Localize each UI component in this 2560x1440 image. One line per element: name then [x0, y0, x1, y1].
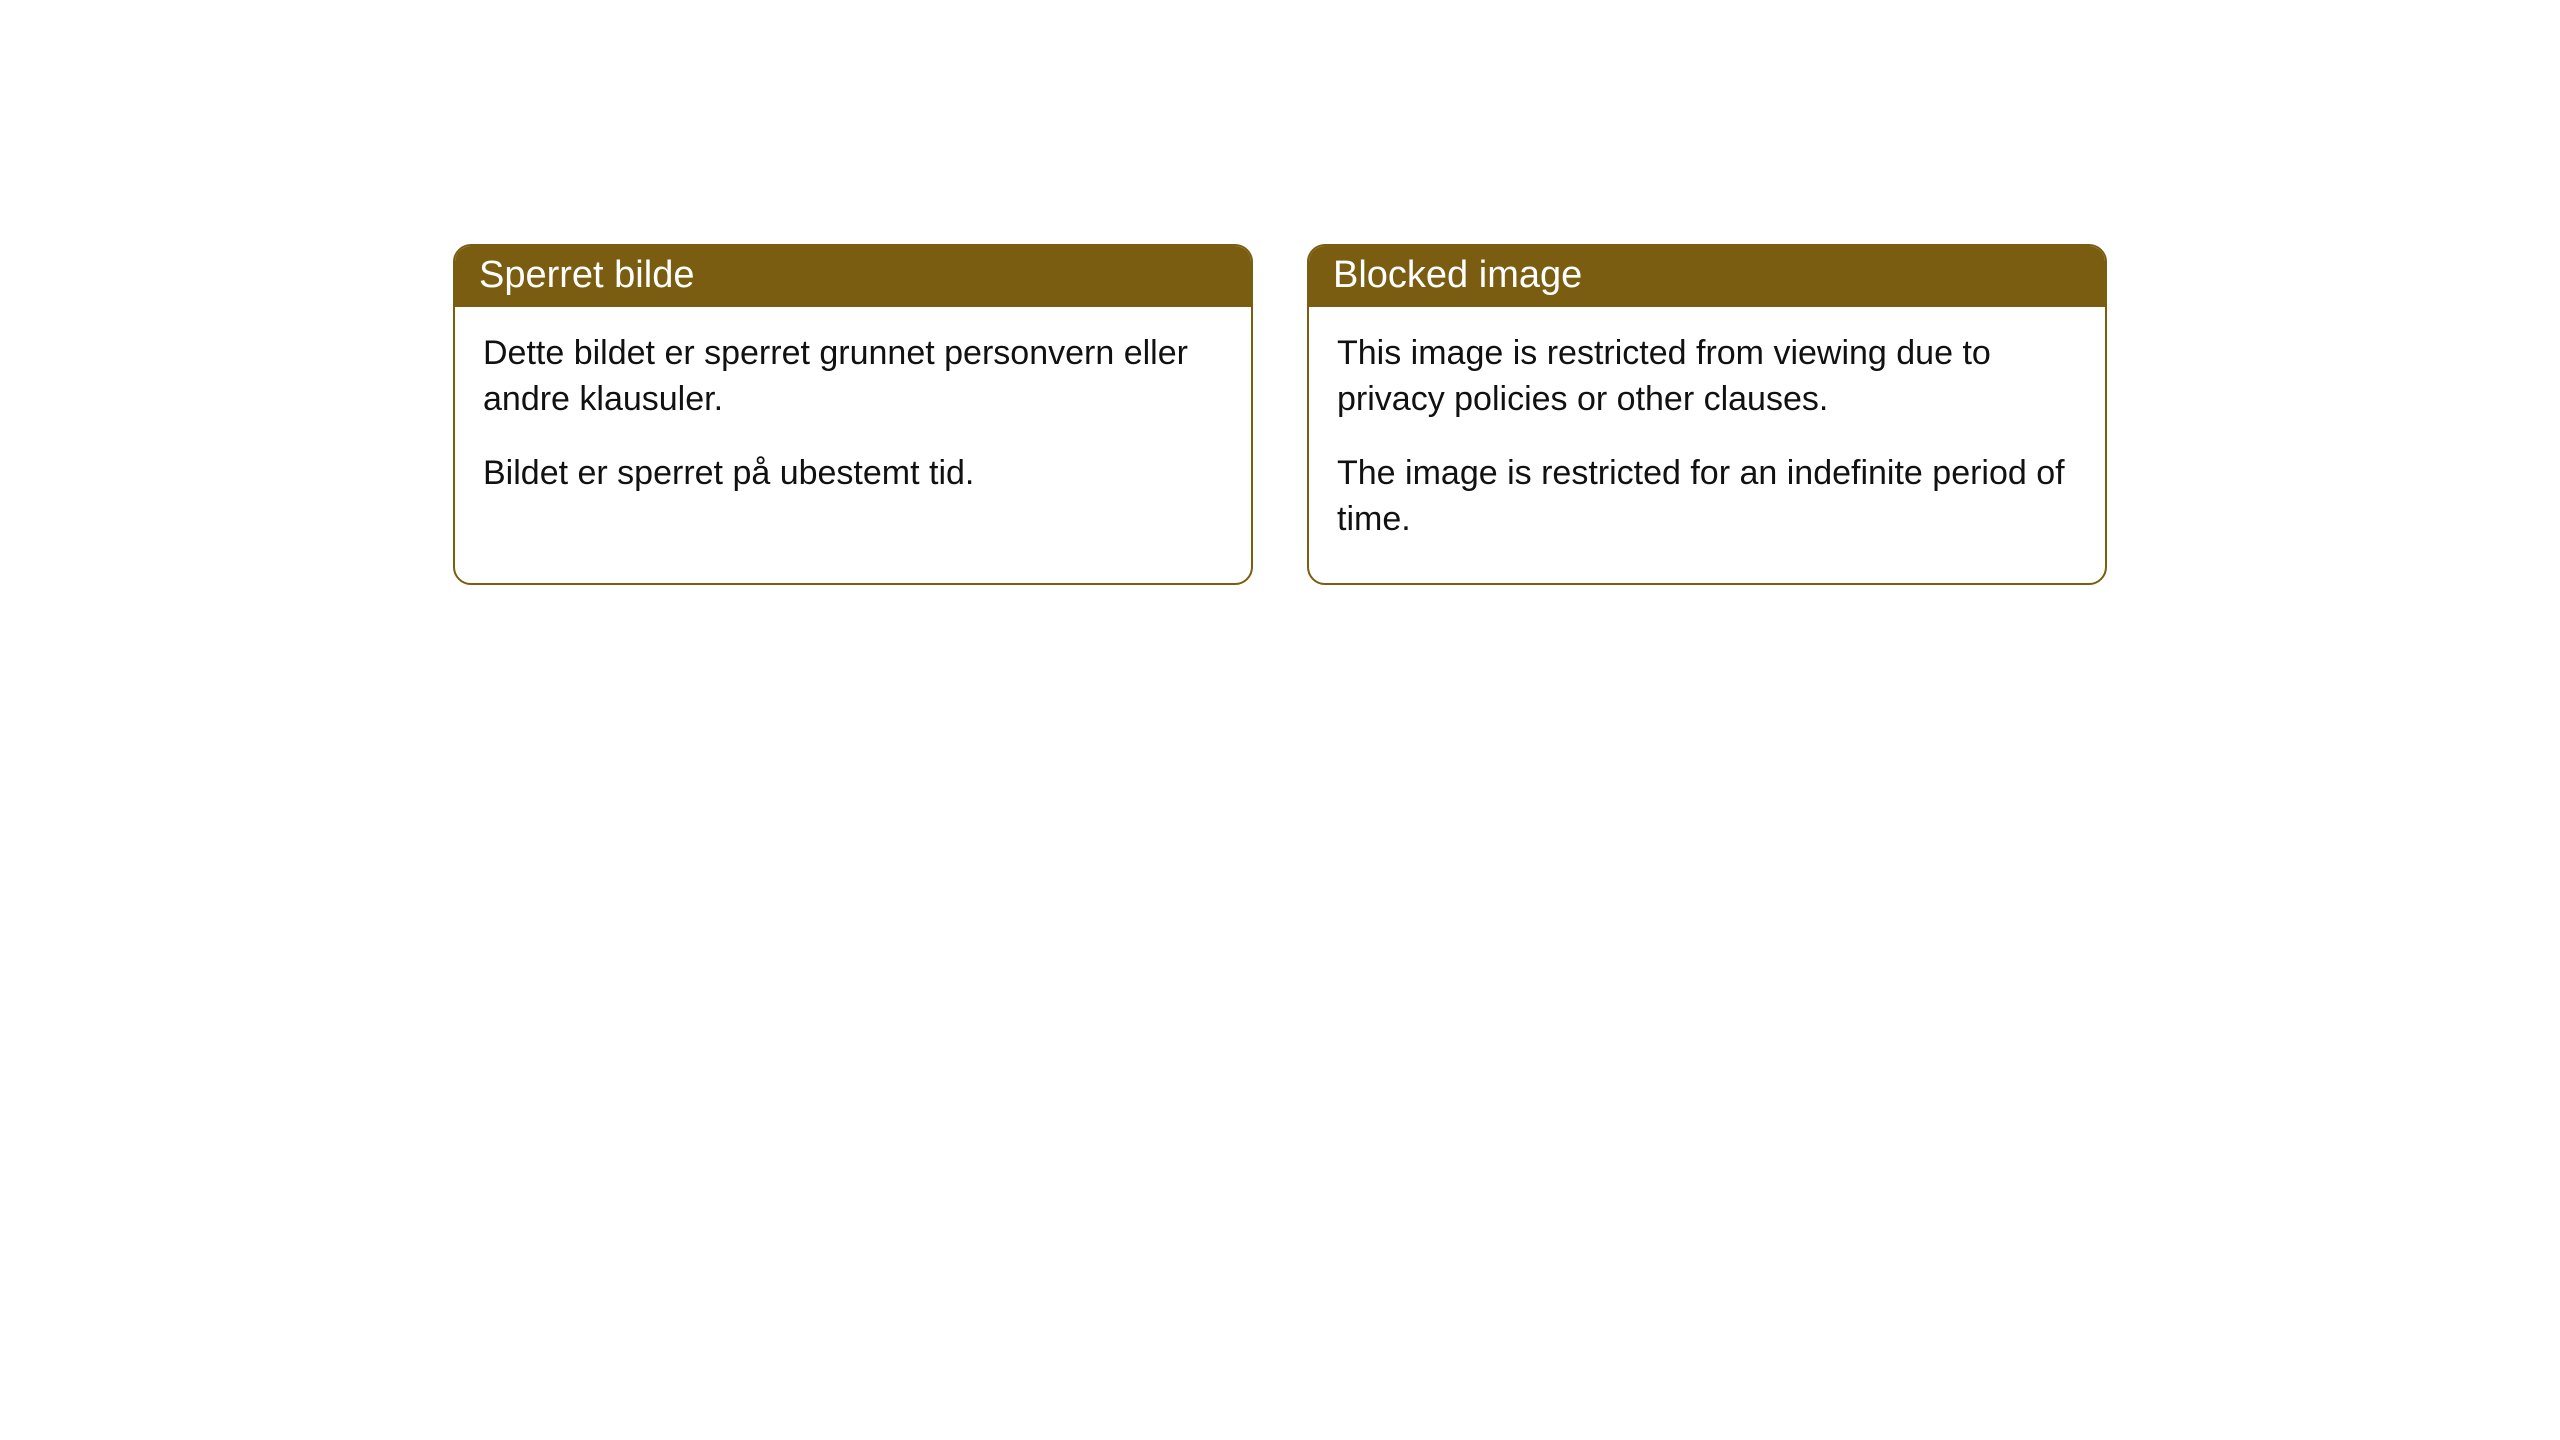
notice-paragraph: This image is restricted from viewing du… [1337, 331, 2077, 423]
notice-paragraph: The image is restricted for an indefinit… [1337, 451, 2077, 543]
card-body: Dette bildet er sperret grunnet personve… [455, 307, 1251, 537]
notice-paragraph: Bildet er sperret på ubestemt tid. [483, 451, 1223, 497]
card-header: Blocked image [1309, 246, 2105, 307]
notice-card-english: Blocked image This image is restricted f… [1307, 244, 2107, 585]
card-body: This image is restricted from viewing du… [1309, 307, 2105, 583]
notice-card-norwegian: Sperret bilde Dette bildet er sperret gr… [453, 244, 1253, 585]
notice-paragraph: Dette bildet er sperret grunnet personve… [483, 331, 1223, 423]
card-header: Sperret bilde [455, 246, 1251, 307]
notice-cards-container: Sperret bilde Dette bildet er sperret gr… [0, 244, 2560, 585]
